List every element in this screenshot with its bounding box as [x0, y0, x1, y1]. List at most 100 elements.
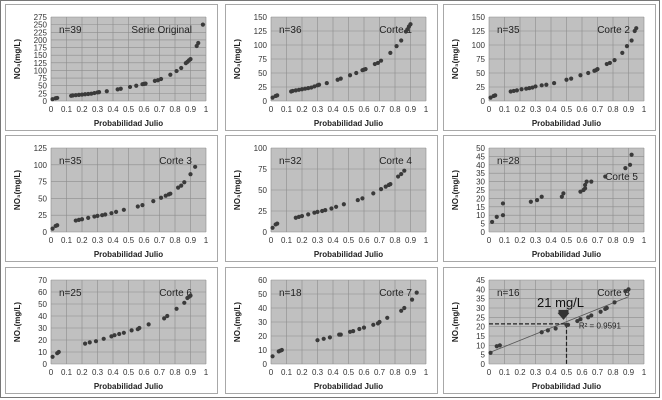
- x-tick-label: 1: [204, 105, 209, 114]
- data-point: [127, 84, 133, 90]
- y-tick-label: 45: [476, 152, 485, 161]
- y-tick-label: 150: [254, 13, 268, 22]
- data-point: [533, 84, 538, 89]
- x-tick-label: 0.1: [61, 105, 73, 114]
- n-label: n=32: [279, 156, 302, 167]
- y-tick-label: 50: [38, 300, 47, 309]
- data-point: [306, 212, 311, 217]
- x-tick-label: 0.8: [607, 368, 619, 377]
- x-tick-label: 1: [424, 105, 429, 114]
- data-point: [511, 88, 516, 94]
- y-tick-label: 0: [43, 360, 48, 369]
- data-point: [627, 162, 633, 167]
- y-tick-label: 0: [43, 97, 48, 106]
- y-tick-label: 45: [476, 276, 485, 285]
- chart-svg: 0 0.1 0.2 0.3 0.4 0.5 0.6 0.7 0.8 0.9 105101520253…: [451, 144, 647, 259]
- data-point: [121, 330, 126, 335]
- x-tick-label: 0.3: [92, 368, 104, 377]
- chart-svg: 0 0.1 0.2 0.3 0.4 0.5 0.6 0.7 0.8 0.9 1 0 25 50 75 100 P…: [233, 144, 429, 259]
- chart-svg: 0 0.1 0.2 0.3 0.4 0.5 0.6 0.7 0.8 0.9 105101520253…: [451, 276, 647, 391]
- x-tick-label: 0.9: [185, 236, 197, 245]
- x-tick-label: 0.3: [312, 368, 324, 377]
- x-tick-label: 0.5: [343, 236, 355, 245]
- y-axis-label: NO₃(mg/L): [451, 302, 460, 342]
- data-point: [552, 80, 557, 86]
- x-tick-label: 0.6: [576, 105, 588, 114]
- data-point: [55, 223, 60, 228]
- data-point: [135, 204, 140, 209]
- x-tick-label: 0.2: [514, 236, 526, 245]
- data-point: [527, 86, 532, 91]
- data-point: [500, 201, 506, 206]
- y-tick-label: 175: [34, 44, 48, 53]
- x-tick-label: 0.4: [327, 105, 339, 114]
- y-tick-label: 35: [476, 295, 485, 304]
- chart-svg: 0 0.1 0.2 0.3 0.4 0.5 0.6 0.7 0.8 0.9 102550751001…: [13, 13, 209, 128]
- x-tick-label: 0.9: [623, 236, 635, 245]
- data-point: [270, 225, 275, 230]
- data-point: [299, 213, 305, 219]
- y-tick-label: 125: [34, 59, 48, 68]
- y-tick-label: 75: [38, 74, 47, 83]
- y-tick-label: 10: [476, 341, 485, 350]
- data-point: [351, 329, 356, 334]
- y-tick-label: 35: [476, 169, 485, 178]
- series-title: Corte 5: [605, 172, 638, 183]
- data-point: [561, 191, 566, 196]
- data-point: [360, 196, 365, 201]
- data-point: [514, 88, 519, 93]
- x-tick-label: 0.4: [545, 236, 557, 245]
- x-tick-label: 0.8: [389, 368, 401, 377]
- y-tick-label: 30: [476, 304, 485, 313]
- y-tick-label: 25: [38, 211, 47, 220]
- x-tick-label: 0.8: [389, 105, 401, 114]
- data-point: [86, 91, 91, 97]
- x-tick-label: 0.5: [123, 368, 135, 377]
- y-axis-label: NO₃(mg/L): [13, 170, 22, 210]
- data-point: [96, 90, 102, 95]
- data-point: [553, 326, 558, 331]
- x-tick-label: 0.6: [138, 368, 150, 377]
- data-point: [361, 325, 367, 330]
- y-tick-label: 50: [476, 144, 485, 153]
- n-label: n=39: [59, 25, 82, 36]
- y-tick-label: 125: [472, 27, 486, 36]
- data-point: [578, 317, 583, 322]
- x-tick-label: 0.2: [76, 236, 88, 245]
- data-point: [524, 86, 529, 91]
- data-point: [589, 313, 594, 318]
- y-tick-label: 225: [34, 28, 48, 37]
- data-point: [578, 189, 583, 194]
- x-tick-label: 0.9: [623, 105, 635, 114]
- data-point: [290, 88, 295, 94]
- y-tick-label: 20: [258, 332, 267, 341]
- n-label: n=28: [497, 156, 520, 167]
- y-tick-label: 60: [258, 276, 267, 285]
- y-tick-label: 0: [481, 228, 486, 237]
- y-tick-label: 20: [476, 323, 485, 332]
- data-point: [140, 203, 145, 208]
- data-point: [101, 336, 106, 341]
- data-point: [179, 65, 184, 71]
- data-point: [408, 22, 413, 27]
- data-point: [575, 318, 580, 324]
- data-point: [341, 202, 346, 207]
- y-axis-label: NO₃(mg/L): [13, 302, 22, 342]
- x-tick-label: 0.7: [592, 368, 604, 377]
- x-tick-label: 0.1: [281, 105, 293, 114]
- data-point: [174, 68, 179, 74]
- y-tick-label: 100: [254, 144, 268, 153]
- y-tick-label: 75: [38, 178, 47, 187]
- data-point: [315, 338, 320, 343]
- data-point: [338, 332, 343, 337]
- data-point: [118, 86, 123, 91]
- data-point: [168, 191, 173, 196]
- x-tick-label: 0.8: [607, 105, 619, 114]
- data-point: [316, 82, 322, 87]
- chart-panel-4: 0 0.1 0.2 0.3 0.4 0.5 0.6 0.7 0.8 0.9 1 0 25 50 75 100 1…: [5, 135, 218, 262]
- n-label: n=16: [497, 288, 520, 299]
- data-point: [334, 204, 339, 209]
- data-point: [378, 187, 384, 192]
- chart-svg: 0 0.1 0.2 0.3 0.4 0.5 0.6 0.7 0.8 0.9 102550751001…: [451, 13, 647, 128]
- x-tick-label: 0.3: [530, 368, 542, 377]
